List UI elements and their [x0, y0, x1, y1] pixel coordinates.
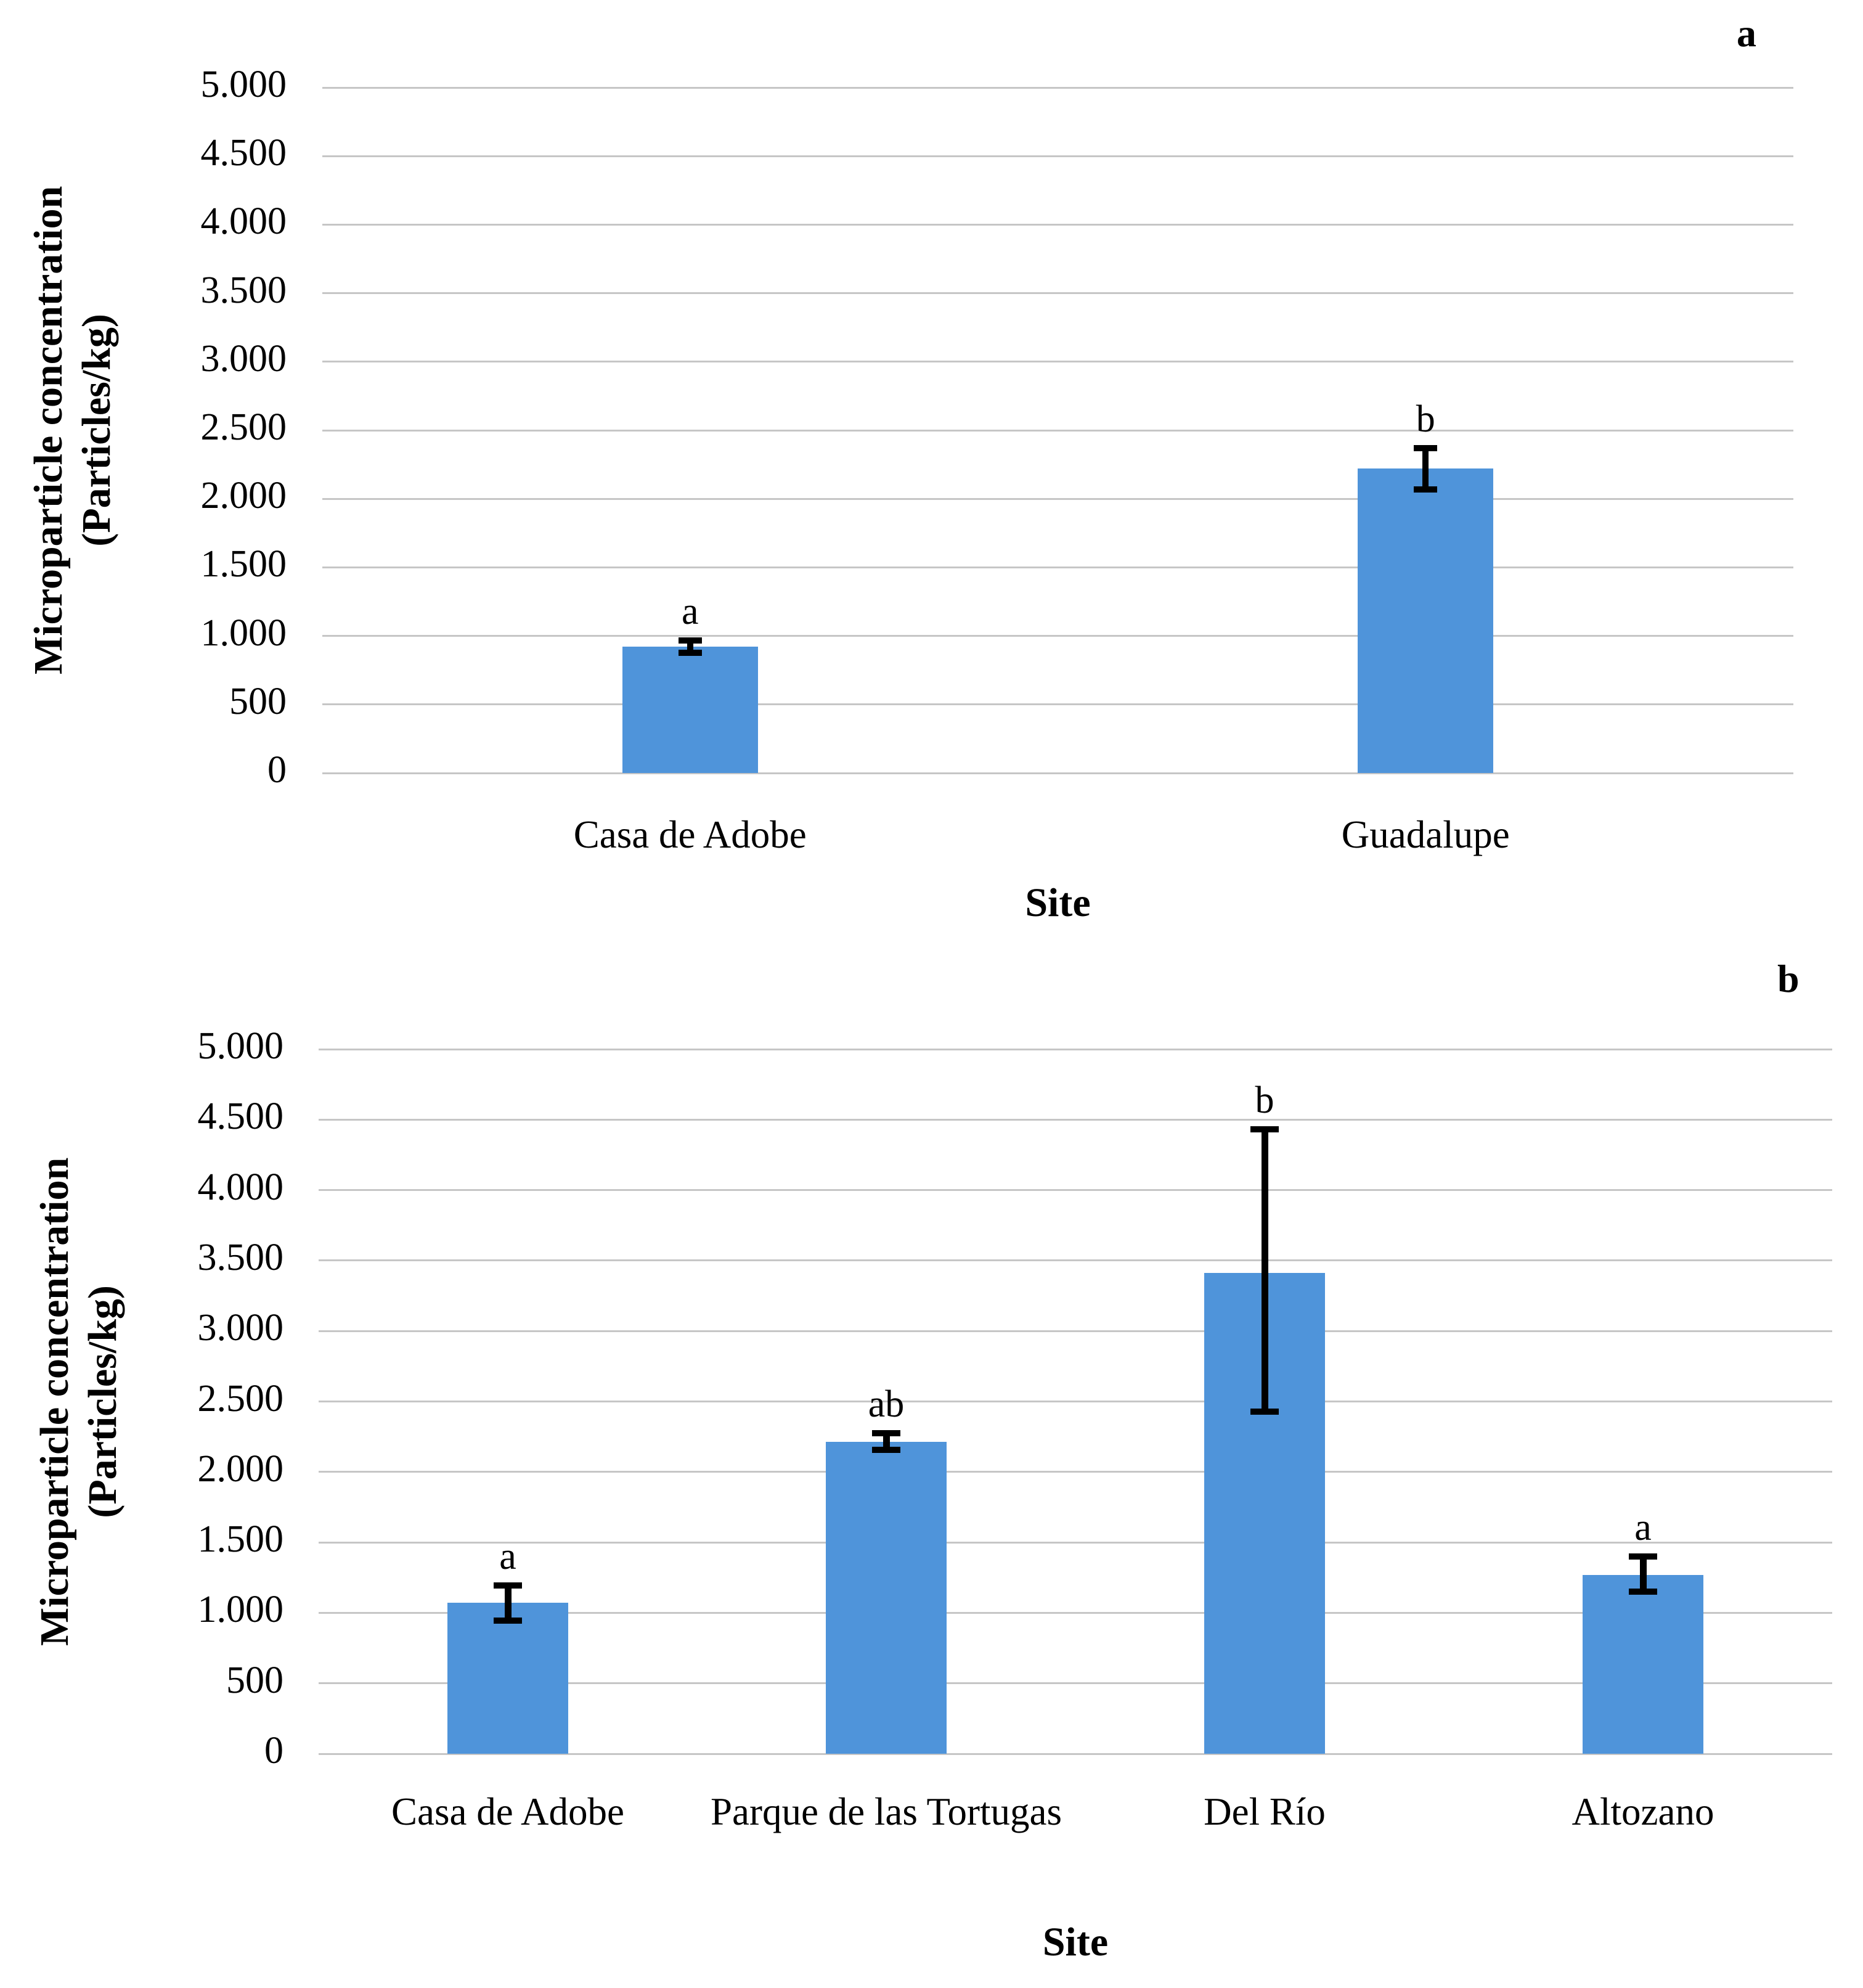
x-category-label: Casa de Adobe — [391, 1790, 624, 1833]
x-axis-title: Site — [1025, 880, 1091, 925]
gridline-0 — [319, 1753, 1832, 1755]
gridline-1.000 — [319, 1611, 1832, 1614]
error-bar-cap-bottom — [1250, 1408, 1279, 1415]
y-tick-label: 3.500 — [200, 269, 287, 311]
bar-guadalupe — [1358, 468, 1494, 773]
x-category-label: Del Río — [1204, 1790, 1326, 1833]
panel-label-b: b — [1777, 957, 1800, 1000]
x-category-label: Parque de las Tortugas — [710, 1790, 1062, 1833]
y-tick-label: 4.500 — [200, 132, 287, 174]
error-bar-cap-bottom — [494, 1617, 522, 1624]
y-axis-title-line1: Microparticle concentration — [32, 1157, 78, 1646]
y-tick-label: 500 — [229, 680, 287, 722]
significance-letter: b — [1255, 1079, 1274, 1122]
gridline-1.000 — [322, 635, 1793, 637]
error-bar-cap-bottom — [1629, 1589, 1657, 1595]
error-bar-cap-bottom — [872, 1447, 900, 1454]
plot-area: 0 500 1.000 1.500 2.000 2.500 3.000 3.500 4.000 4… — [198, 1027, 1832, 1833]
error-bar-cap-top — [494, 1582, 522, 1589]
gridline-3.500 — [322, 292, 1793, 295]
gridline-4.500 — [322, 155, 1793, 157]
gridline-0 — [322, 772, 1793, 774]
error-bar — [1639, 1556, 1647, 1592]
y-axis-title: Microparticle concentration (Particles/k… — [31, 1031, 127, 1771]
y-axis-title-line2: (Particles/kg) — [74, 314, 119, 547]
y-tick-label: 2.000 — [197, 1447, 284, 1490]
y-tick-label: 500 — [226, 1659, 283, 1701]
bar-casa-de-adobe — [622, 647, 758, 773]
y-tick-label: 3.000 — [197, 1307, 284, 1349]
gridline-5.000 — [322, 86, 1793, 89]
y-tick-label: 3.000 — [200, 337, 287, 380]
y-axis-title-line2: (Particles/kg) — [80, 1285, 125, 1518]
y-tick-label: 3.500 — [197, 1236, 284, 1278]
gridline-2.000 — [319, 1471, 1832, 1473]
y-tick-label: 4.500 — [197, 1095, 284, 1138]
y-axis-title: Microparticle concentration (Particles/k… — [25, 60, 121, 800]
gridline-500 — [322, 703, 1793, 706]
error-bar-cap-top — [1629, 1553, 1657, 1560]
gridline-3.000 — [322, 361, 1793, 363]
significance-letter: b — [1416, 398, 1435, 440]
gridline-2.000 — [322, 497, 1793, 500]
y-tick-label: 0 — [267, 749, 287, 791]
y-axis-title-line1: Microparticle concentration — [26, 186, 71, 675]
y-tick-label: 1.500 — [200, 543, 287, 586]
x-category-label: Casa de Adobe — [573, 813, 807, 856]
x-category-label: Altozano — [1572, 1790, 1714, 1833]
error-bar — [883, 1433, 890, 1450]
error-bar-cap-bottom — [678, 650, 702, 657]
plot-area: 0 500 1.000 1.500 2.000 2.500 3.000 3.500 4.000 4… — [201, 65, 1793, 856]
error-bar-cap-top — [872, 1430, 900, 1436]
y-tick-label: 5.000 — [200, 63, 287, 105]
gridline-4.000 — [322, 223, 1793, 226]
y-tick-label: 2.000 — [200, 475, 287, 517]
x-category-label: Guadalupe — [1341, 813, 1510, 856]
y-tick-label: 1.000 — [197, 1589, 284, 1631]
bar-parque-de-las-tortugas — [826, 1441, 947, 1754]
error-bar — [1261, 1129, 1268, 1412]
gridline-2.500 — [319, 1401, 1832, 1402]
significance-letter: a — [681, 591, 699, 633]
y-tick-label: 4.000 — [197, 1166, 284, 1208]
y-tick-label: 4.000 — [200, 200, 287, 243]
gridline-5.000 — [319, 1048, 1832, 1050]
y-tick-label: 2.500 — [200, 406, 287, 448]
significance-letter: ab — [868, 1383, 905, 1425]
panel-label-a: a — [1737, 11, 1756, 55]
gridline-1.500 — [322, 566, 1793, 568]
bar-altozano — [1583, 1574, 1703, 1754]
gridline-500 — [319, 1682, 1832, 1685]
error-bar-cap-bottom — [1414, 486, 1438, 493]
error-bar — [687, 640, 693, 653]
error-bar — [504, 1585, 512, 1621]
x-axis-title: Site — [1042, 1920, 1109, 1965]
y-tick-label: 1.000 — [200, 612, 287, 654]
y-tick-label: 5.000 — [197, 1025, 284, 1067]
bar-casa-de-adobe — [447, 1603, 568, 1754]
gridline-3.000 — [319, 1330, 1832, 1332]
error-bar-cap-top — [1250, 1126, 1279, 1133]
y-tick-label: 1.500 — [197, 1518, 284, 1561]
error-bar — [1422, 448, 1429, 489]
y-tick-label: 0 — [264, 1730, 283, 1772]
y-tick-label: 2.500 — [197, 1377, 284, 1420]
gridline-4.000 — [319, 1189, 1832, 1192]
error-bar-cap-top — [1414, 444, 1438, 451]
gridline-3.500 — [319, 1259, 1832, 1262]
gridline-2.500 — [322, 429, 1793, 432]
error-bar-cap-top — [678, 637, 702, 644]
gridline-4.500 — [319, 1118, 1832, 1121]
significance-letter: a — [499, 1535, 516, 1577]
gridline-1.500 — [319, 1541, 1832, 1544]
significance-letter: a — [1634, 1506, 1652, 1548]
